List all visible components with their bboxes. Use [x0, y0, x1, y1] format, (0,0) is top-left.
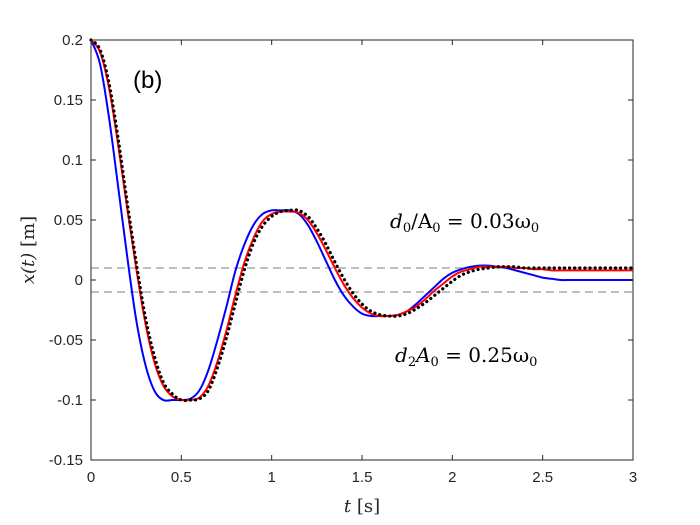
- annot-bottom-mid-sub: 0: [431, 355, 439, 370]
- y-tick-label-5: -0.05: [49, 332, 83, 349]
- x-axis-label-unit: [s]: [357, 496, 380, 517]
- y-tick-label-1: 0.15: [54, 92, 83, 109]
- annot-top-rhs-sub: 0: [531, 221, 539, 236]
- series-line-black-dotted: [89, 38, 635, 403]
- annot-top-lhs: d: [390, 209, 403, 233]
- y-axis-label-unit: [m]: [18, 216, 39, 247]
- x-tick-label-4: 2: [448, 469, 456, 486]
- annotation-bottom: d2A0 = 0.25ω0: [395, 343, 537, 370]
- annot-top-eq: = 0.03ω: [441, 209, 531, 233]
- x-tick-label-6: 3: [629, 469, 637, 486]
- annotation-top: d0/A0 = 0.03ω0: [390, 209, 539, 236]
- x-tick-label-5: 2.5: [532, 469, 553, 486]
- x-axis-ticks: 0 0.5 1 1.5 2 2.5 3: [87, 40, 637, 486]
- x-tick-label-0: 0: [87, 469, 95, 486]
- y-tick-label-3: 0.05: [54, 212, 83, 229]
- y-axis-ticks: 0.2 0.15 0.1 0.05 0 -0.05 -0.1 -0.15: [49, 32, 633, 469]
- annot-top-lhs-sub: 0: [403, 221, 411, 236]
- y-tick-label-6: -0.1: [57, 392, 83, 409]
- annot-bottom-eq: = 0.25ω: [439, 343, 529, 367]
- panel-label: (b): [133, 67, 162, 94]
- x-tick-label-2: 1: [267, 469, 275, 486]
- x-tick-label-3: 1.5: [352, 469, 373, 486]
- series-layer: [89, 38, 635, 403]
- y-axis-label-var: x(t): [18, 253, 39, 284]
- annot-top-slash-sub: 0: [432, 221, 440, 236]
- annot-bottom-lhs-sub: 2: [408, 355, 416, 370]
- annot-bottom-mid: A: [414, 343, 430, 367]
- plot-area: [91, 40, 633, 460]
- annot-bottom-lhs: d: [395, 343, 408, 367]
- annot-top-slash: /A: [411, 209, 433, 233]
- y-tick-label-7: -0.15: [49, 452, 83, 469]
- annot-bottom-rhs-sub: 0: [529, 355, 537, 370]
- y-tick-label-2: 0.1: [62, 152, 83, 169]
- x-tick-label-1: 0.5: [171, 469, 192, 486]
- y-axis-label: x(t) [m]: [18, 216, 39, 284]
- y-tick-label-4: 0: [75, 272, 83, 289]
- y-tick-label-0: 0.2: [62, 32, 83, 49]
- x-axis-label: t [s]: [344, 496, 380, 517]
- x-axis-label-var: t: [344, 496, 352, 517]
